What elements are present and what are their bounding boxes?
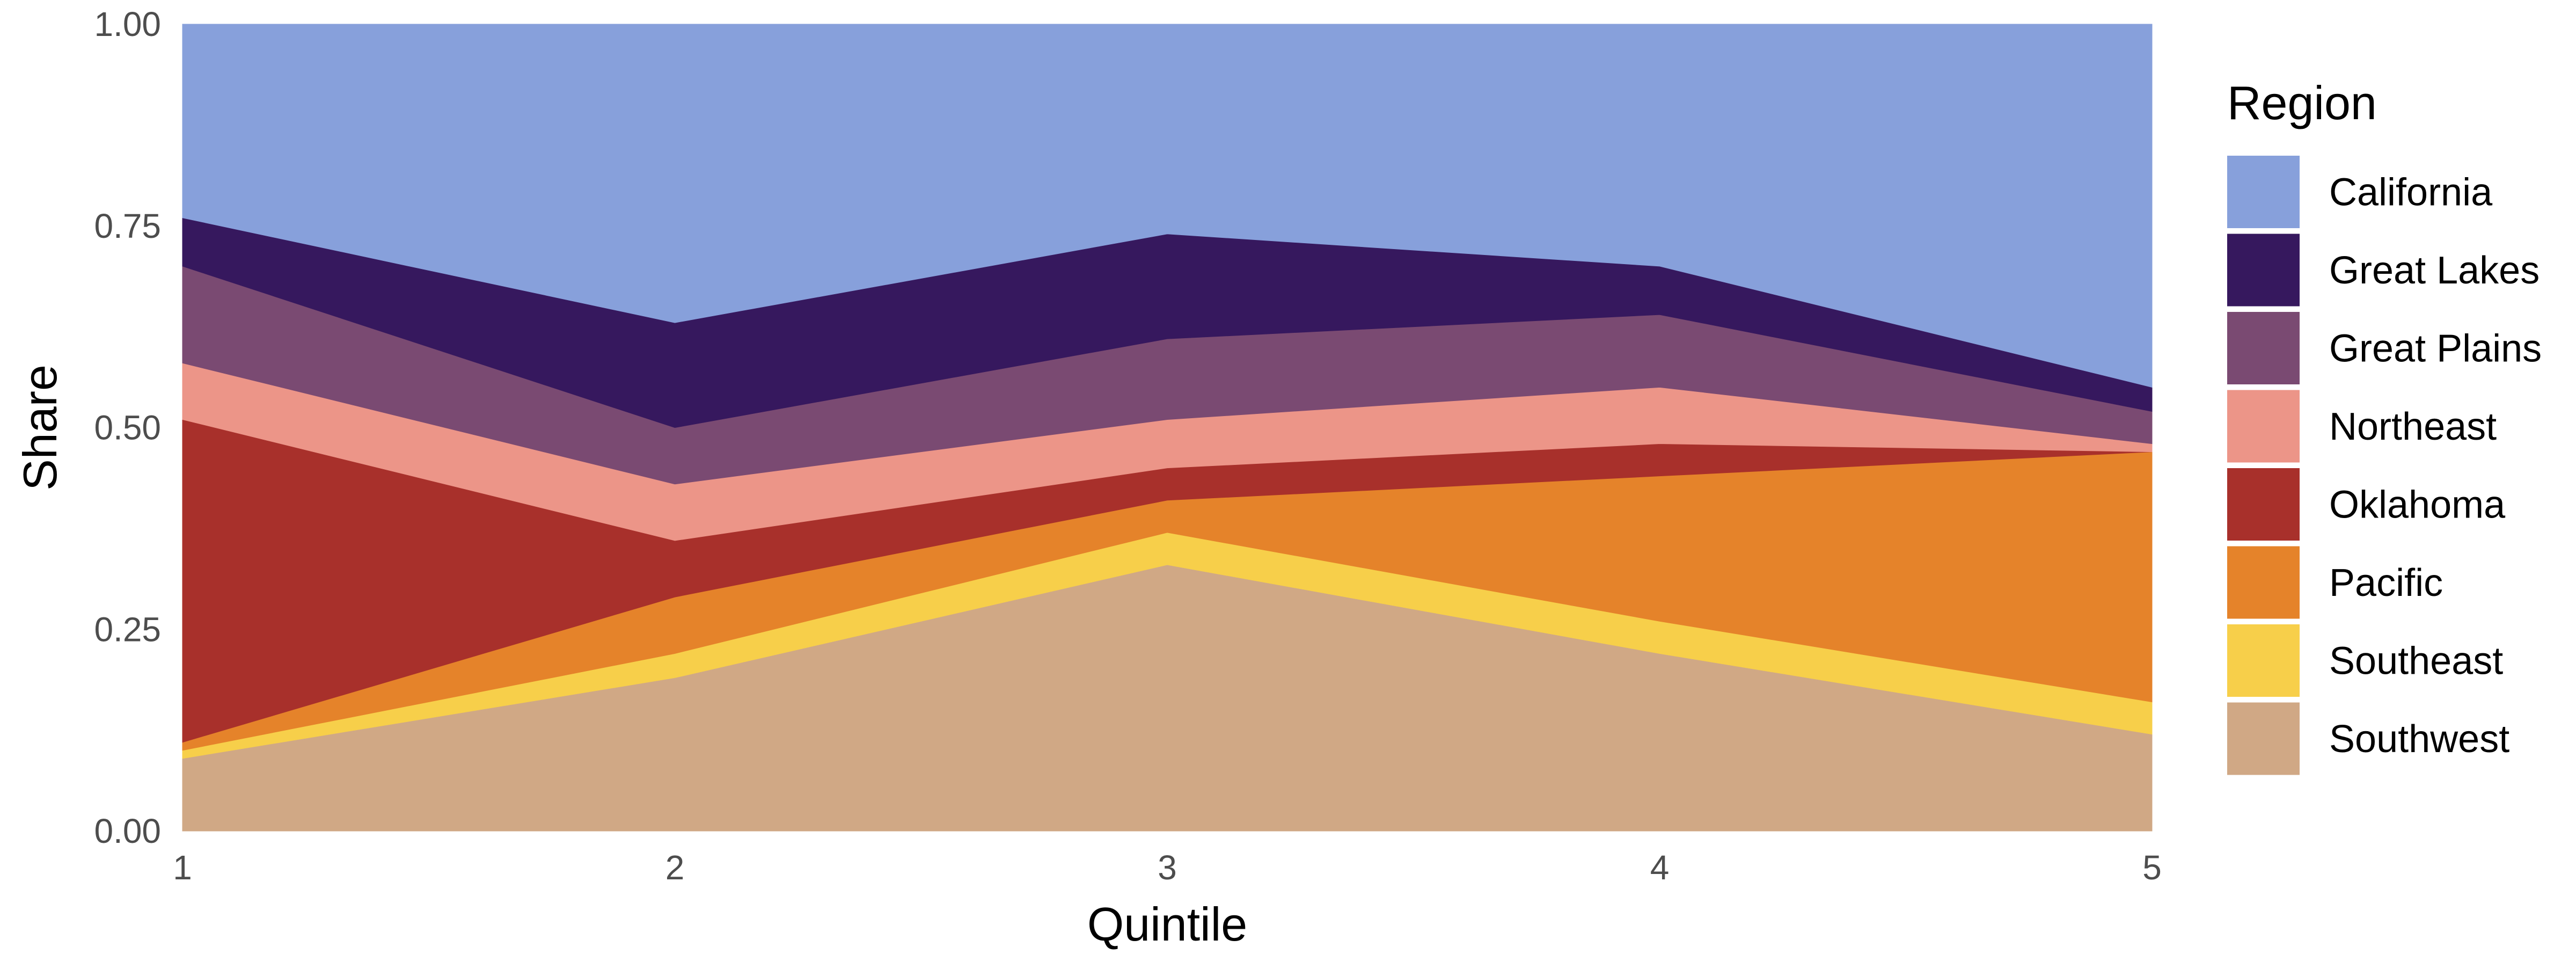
legend-label-great-lakes: Great Lakes: [2329, 249, 2540, 292]
area-california: [182, 24, 2153, 388]
legend-label-oklahoma: Oklahoma: [2329, 484, 2506, 527]
legend-label-northeast: Northeast: [2329, 405, 2497, 448]
legend: Region California Great Lakes Great Plains…: [2227, 76, 2542, 775]
y-tick-label: 1.00: [94, 5, 161, 43]
legend-label-great-plains: Great Plains: [2329, 327, 2542, 370]
x-tick-label: 2: [665, 848, 685, 887]
legend-key-pacific: [2227, 546, 2300, 619]
legend-items: California Great Lakes Great Plains Northea…: [2227, 156, 2542, 775]
y-tick-label: 0.75: [94, 207, 161, 245]
legend-title: Region: [2227, 76, 2377, 129]
legend-key-southeast: [2227, 624, 2300, 697]
y-tick-label: 0.00: [94, 812, 161, 850]
x-tick-label: 3: [1158, 848, 1177, 887]
legend-key-northeast: [2227, 390, 2300, 463]
x-axis: 1 2 3 4 5: [173, 848, 2162, 887]
y-tick-label: 0.50: [94, 409, 161, 447]
x-axis-title: Quintile: [1087, 898, 1247, 951]
legend-label-southwest: Southwest: [2329, 718, 2509, 761]
y-tick-label: 0.25: [94, 610, 161, 649]
legend-key-great-plains: [2227, 312, 2300, 384]
plot-areas: [182, 24, 2153, 832]
x-tick-label: 1: [173, 848, 192, 887]
legend-label-pacific: Pacific: [2329, 562, 2443, 604]
y-axis: 0.00 0.25 0.50 0.75 1.00: [94, 5, 161, 850]
y-axis-title: Share: [13, 365, 67, 491]
legend-key-great-lakes: [2227, 234, 2300, 307]
x-tick-label: 5: [2142, 848, 2162, 887]
legend-label-southeast: Southeast: [2329, 640, 2503, 683]
x-tick-label: 4: [1650, 848, 1670, 887]
legend-key-california: [2227, 156, 2300, 228]
legend-label-california: California: [2329, 171, 2493, 214]
legend-key-oklahoma: [2227, 468, 2300, 541]
legend-key-southwest: [2227, 702, 2300, 775]
